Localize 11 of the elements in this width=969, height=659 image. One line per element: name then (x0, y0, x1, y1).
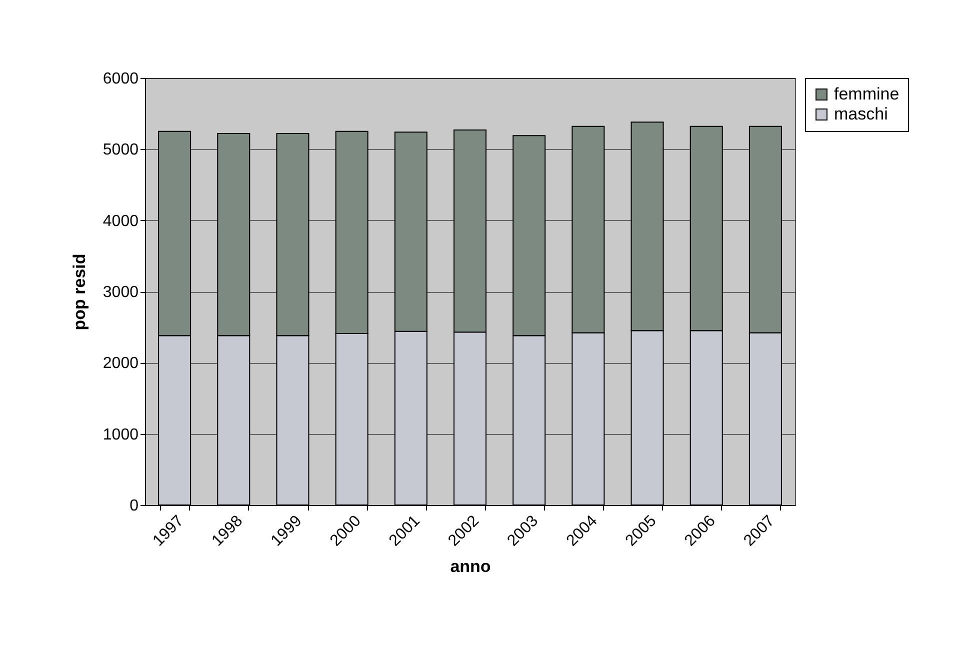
legend-label: femmine (834, 84, 900, 104)
y-tick-label: 0 (130, 498, 139, 514)
y-tick-label: 4000 (102, 212, 139, 230)
y-axis-title: pop resid (70, 254, 89, 330)
y-tick-label: 1000 (102, 426, 139, 444)
x-axis-title: anno (450, 556, 491, 576)
legend-label: maschi (834, 104, 888, 124)
y-tick-label: 3000 (102, 284, 139, 301)
y-tick-label: 5000 (102, 142, 139, 159)
y-tick-label: 2000 (102, 355, 139, 372)
y-tick-label: 6000 (102, 70, 139, 88)
